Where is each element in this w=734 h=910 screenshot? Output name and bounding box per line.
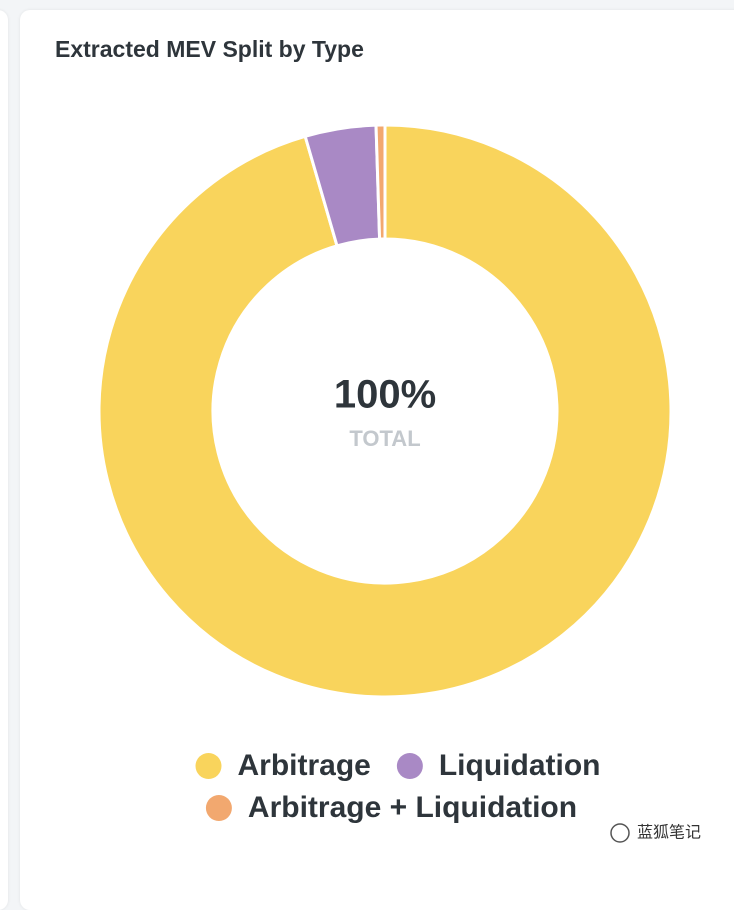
slice	[97, 123, 673, 699]
chart: Extracted MEV Split by Type 100% TOTAL 蓝…	[55, 36, 701, 843]
legend-label: Arbitrage + Liquidation	[248, 791, 577, 824]
legend-marker	[205, 795, 232, 821]
page: Extracted MEV Split by Type 100% TOTAL 蓝…	[0, 10, 734, 910]
legend-marker	[396, 753, 423, 779]
legend-marker	[195, 753, 222, 779]
watermark: 蓝狐笔记	[610, 823, 701, 843]
slice	[374, 123, 387, 241]
legend-label: Arbitrage	[238, 749, 371, 782]
legend-label: Liquidation	[439, 749, 601, 782]
center-value: 100%	[334, 373, 436, 417]
watermark-icon	[610, 823, 630, 843]
center-caption: TOTAL	[349, 426, 420, 451]
watermark-text: 蓝狐笔记	[637, 823, 701, 842]
side-card	[0, 10, 8, 910]
chart-title: Extracted MEV Split by Type	[55, 36, 364, 62]
